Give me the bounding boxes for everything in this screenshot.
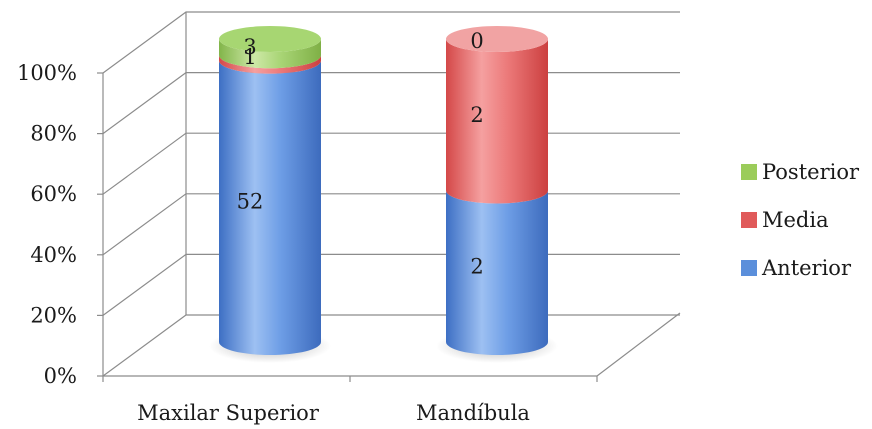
data-label: 52 <box>237 189 264 213</box>
y-tick-label: 20% <box>30 303 77 327</box>
data-label: 2 <box>470 103 483 127</box>
bar-stack <box>209 26 331 363</box>
bar-segment-media <box>219 55 321 74</box>
gridline <box>102 253 680 316</box>
legend-swatch <box>741 212 757 228</box>
x-category-label: Mandíbula <box>416 401 530 425</box>
bar-top-cap <box>219 26 321 52</box>
legend-label: Posterior <box>762 160 860 184</box>
data-label: 1 <box>243 45 256 69</box>
gridlines <box>102 11 680 377</box>
bars <box>209 26 558 363</box>
legend-label: Media <box>762 208 829 232</box>
y-tick-label: 80% <box>30 122 77 146</box>
y-axis-ticks: 0% 20% 40% 60% 80% 100% <box>17 61 77 388</box>
bar-segment-anterior <box>446 190 548 355</box>
gridline <box>102 314 680 377</box>
y-tick-label: 40% <box>30 243 77 267</box>
legend-label: Anterior <box>761 256 852 280</box>
legend-swatch <box>741 164 757 180</box>
legend: Posterior Media Anterior <box>741 160 860 280</box>
gridline <box>102 72 680 135</box>
bar-segment-media <box>446 39 548 204</box>
bar-segment-posterior <box>219 39 321 69</box>
x-axis-labels: Maxilar Superior Mandíbula <box>137 401 530 425</box>
y-tick-label: 0% <box>44 364 77 388</box>
data-label: 3 <box>243 35 256 59</box>
x-category-label: Maxilar Superior <box>137 401 320 425</box>
data-label: 0 <box>470 29 483 53</box>
y-tick-label: 100% <box>17 61 77 85</box>
y-tick-label: 60% <box>30 182 77 206</box>
gridline <box>102 193 680 256</box>
axes-frame <box>97 12 681 382</box>
bar-stack <box>436 26 558 363</box>
legend-swatch <box>741 260 757 276</box>
data-labels: 52 13 2 2 0 <box>237 29 484 278</box>
gridline <box>102 11 680 74</box>
data-label: 2 <box>470 254 483 278</box>
floor-edge <box>103 312 681 377</box>
gridline <box>102 132 680 195</box>
bar-segment-anterior <box>219 60 321 356</box>
bar-top-cap <box>446 26 548 52</box>
